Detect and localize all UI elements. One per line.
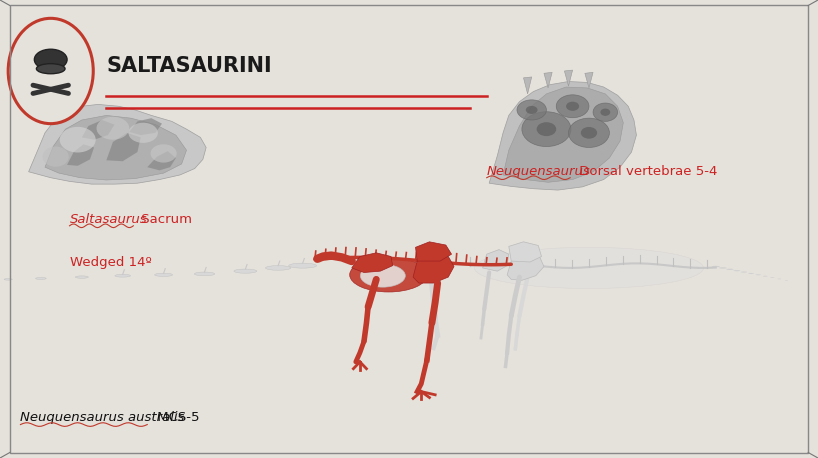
Ellipse shape (719, 267, 726, 268)
Ellipse shape (522, 112, 571, 147)
Ellipse shape (566, 102, 579, 111)
Ellipse shape (593, 103, 618, 121)
Ellipse shape (569, 118, 609, 147)
Ellipse shape (289, 263, 317, 268)
Ellipse shape (581, 127, 597, 139)
Ellipse shape (474, 247, 703, 289)
Ellipse shape (734, 270, 740, 271)
Ellipse shape (128, 123, 158, 143)
Polygon shape (524, 77, 532, 94)
Ellipse shape (34, 49, 67, 70)
Ellipse shape (556, 95, 589, 118)
Ellipse shape (4, 278, 12, 280)
Text: MCS-5: MCS-5 (153, 411, 200, 424)
Polygon shape (544, 72, 552, 88)
Ellipse shape (741, 272, 747, 273)
Polygon shape (82, 120, 115, 140)
Ellipse shape (36, 278, 47, 279)
Ellipse shape (8, 18, 93, 124)
Ellipse shape (115, 274, 130, 277)
Ellipse shape (97, 117, 129, 140)
Ellipse shape (537, 122, 556, 136)
Polygon shape (129, 118, 162, 135)
Ellipse shape (756, 274, 761, 275)
Ellipse shape (60, 127, 96, 153)
Polygon shape (106, 133, 141, 161)
Text: Saltasaurus: Saltasaurus (70, 213, 147, 226)
Polygon shape (45, 115, 187, 180)
Ellipse shape (526, 106, 537, 114)
Ellipse shape (43, 147, 69, 167)
Polygon shape (352, 253, 393, 273)
Polygon shape (585, 72, 593, 88)
Ellipse shape (726, 269, 734, 270)
Text: Neuquensaurus: Neuquensaurus (487, 165, 591, 178)
Text: Neuquensaurus australis: Neuquensaurus australis (20, 411, 185, 424)
Ellipse shape (784, 280, 788, 281)
Polygon shape (564, 70, 573, 86)
Ellipse shape (265, 266, 291, 270)
Ellipse shape (600, 109, 610, 116)
Text: Sacrum: Sacrum (137, 213, 192, 226)
Ellipse shape (712, 266, 720, 267)
Ellipse shape (234, 269, 257, 273)
Polygon shape (416, 242, 452, 261)
Polygon shape (507, 254, 544, 280)
Ellipse shape (75, 276, 88, 278)
Polygon shape (503, 87, 623, 182)
Polygon shape (29, 104, 206, 184)
Ellipse shape (194, 272, 214, 276)
Polygon shape (67, 144, 94, 166)
Ellipse shape (155, 273, 173, 277)
Ellipse shape (770, 277, 775, 278)
Ellipse shape (748, 273, 754, 274)
Polygon shape (147, 151, 176, 170)
Text: Dorsal vertebrae 5-4: Dorsal vertebrae 5-4 (575, 165, 717, 178)
Text: Wedged 14º: Wedged 14º (70, 256, 151, 269)
Ellipse shape (360, 264, 406, 287)
Ellipse shape (349, 257, 427, 292)
Ellipse shape (517, 100, 546, 120)
Polygon shape (483, 250, 509, 271)
Polygon shape (509, 242, 542, 262)
Polygon shape (413, 254, 454, 283)
Text: SALTASAURINI: SALTASAURINI (106, 56, 272, 76)
Ellipse shape (36, 64, 65, 74)
Ellipse shape (763, 276, 767, 277)
Ellipse shape (777, 278, 781, 279)
Polygon shape (489, 82, 636, 190)
Ellipse shape (151, 144, 177, 163)
